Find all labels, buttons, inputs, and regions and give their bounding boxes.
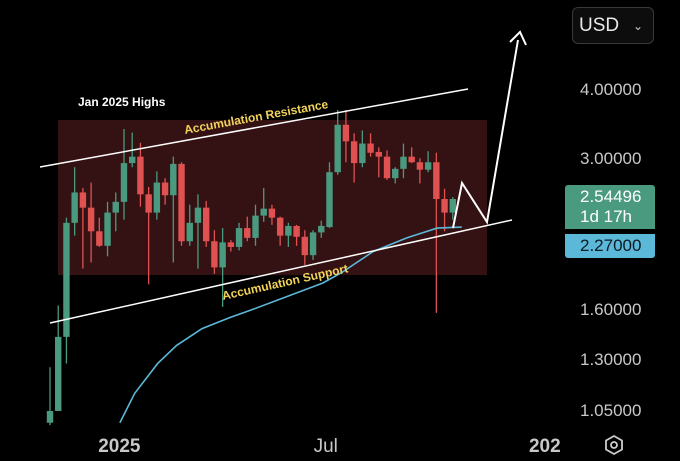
candle-body [416, 162, 424, 170]
candle-body [293, 225, 300, 237]
accumulation-zone [58, 119, 487, 276]
candle-body [63, 222, 70, 337]
y-tick-label: 1.60000 [580, 299, 642, 319]
chevron-down-icon: ⌄ [632, 18, 643, 33]
candle-body [178, 163, 185, 242]
candle-body [383, 156, 391, 179]
candle-body [350, 141, 358, 164]
candle-body [301, 236, 309, 256]
candle-body [55, 336, 62, 412]
currency-selector[interactable]: USD ⌄ [572, 7, 654, 44]
x-tick-label: 2025 [98, 436, 141, 457]
support-line [49, 219, 513, 324]
candle-body [342, 124, 350, 142]
candle-body [194, 207, 202, 223]
candle-body [367, 143, 374, 153]
candles [46, 110, 456, 426]
candle-body [186, 222, 193, 242]
candle-body [375, 151, 382, 157]
candle-body [433, 162, 440, 199]
jan-highs-label: Jan 2025 Highs [78, 95, 166, 109]
candle-body [326, 172, 333, 228]
settings-icon[interactable] [603, 434, 625, 456]
currency-label: USD [579, 14, 620, 36]
y-tick-label: 4.00000 [580, 80, 642, 99]
moving-average-line [119, 226, 462, 424]
candle-body [227, 242, 235, 247]
x-tick-label: 202 [528, 436, 561, 457]
y-tick-label: 1.05000 [580, 401, 642, 420]
candle-body [211, 241, 218, 268]
candle-body [392, 168, 399, 179]
candle-body [129, 156, 136, 164]
candle-body [285, 225, 292, 236]
candle-body [96, 231, 103, 246]
candle-body [161, 182, 169, 196]
ma-value: 2.27000 [580, 236, 642, 255]
candle-body [170, 163, 177, 196]
ma-value-badge: 2.27000 [565, 234, 655, 258]
candle-body [244, 228, 251, 238]
candle-body [268, 208, 276, 218]
projection-path [452, 39, 519, 229]
candle-body [104, 212, 111, 246]
candle-body [153, 182, 161, 213]
candle-body [449, 198, 456, 213]
candle-body [87, 207, 95, 232]
y-tick-label: 3.00000 [580, 149, 642, 169]
candle-body [235, 228, 243, 247]
candle-body [252, 215, 259, 238]
candle-body [71, 192, 78, 223]
candle-body [400, 156, 407, 169]
last-price: 2.54496 [580, 187, 642, 206]
arrow-head-icon [509, 30, 527, 46]
candle-body [408, 156, 415, 163]
candle-body [276, 217, 284, 236]
candle-body [424, 162, 432, 170]
candle-body [318, 225, 325, 233]
candle-body [79, 192, 87, 208]
candle-body [137, 156, 144, 195]
candle-body [202, 207, 210, 242]
resistance-line [39, 88, 469, 168]
candle-countdown: 1d 17h [580, 207, 632, 226]
candle-body [260, 208, 267, 216]
candle-body [145, 194, 152, 213]
candle-body [219, 242, 226, 268]
candle-body [441, 198, 448, 213]
candle-body [359, 143, 366, 164]
y-tick-label: 1.30000 [580, 349, 642, 369]
candle-body [334, 124, 341, 173]
candle-body [309, 232, 317, 256]
candle-body [46, 411, 54, 423]
x-tick-label: Jul [313, 436, 338, 457]
candle-body [120, 163, 128, 202]
last-price-badge: 2.54496 1d 17h [565, 185, 655, 229]
candle-body [112, 201, 119, 213]
